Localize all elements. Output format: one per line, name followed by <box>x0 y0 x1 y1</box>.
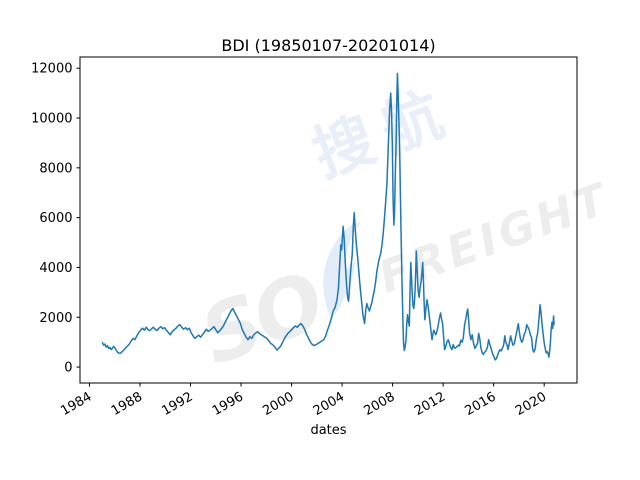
x-tick-label: 2020 <box>513 389 549 419</box>
x-tick-label: 2008 <box>361 389 397 419</box>
x-tick-label: 2004 <box>311 389 347 419</box>
x-axis-label: dates <box>310 423 347 438</box>
plot-frame <box>79 56 578 384</box>
x-tick-label: 1992 <box>159 389 195 419</box>
y-tick-label: 12000 <box>31 62 72 77</box>
y-tick-label: 0 <box>64 361 72 376</box>
y-tick-label: 10000 <box>31 112 72 127</box>
x-tick-label: 1984 <box>58 389 94 419</box>
x-tick-label: 1996 <box>210 389 246 419</box>
chart-title: BDI (19850107-20201014) <box>221 36 436 55</box>
x-tick-label: 2012 <box>412 389 448 419</box>
y-tick-label: 4000 <box>39 261 72 276</box>
x-tick-label: 2000 <box>260 389 296 419</box>
y-tick-label: 8000 <box>39 161 72 176</box>
bdi-series-line <box>101 72 555 361</box>
y-tick-label: 2000 <box>39 311 72 326</box>
y-tick-label: 6000 <box>39 211 72 226</box>
x-tick-label: 2016 <box>462 389 498 419</box>
x-tick-label: 1988 <box>109 389 145 419</box>
